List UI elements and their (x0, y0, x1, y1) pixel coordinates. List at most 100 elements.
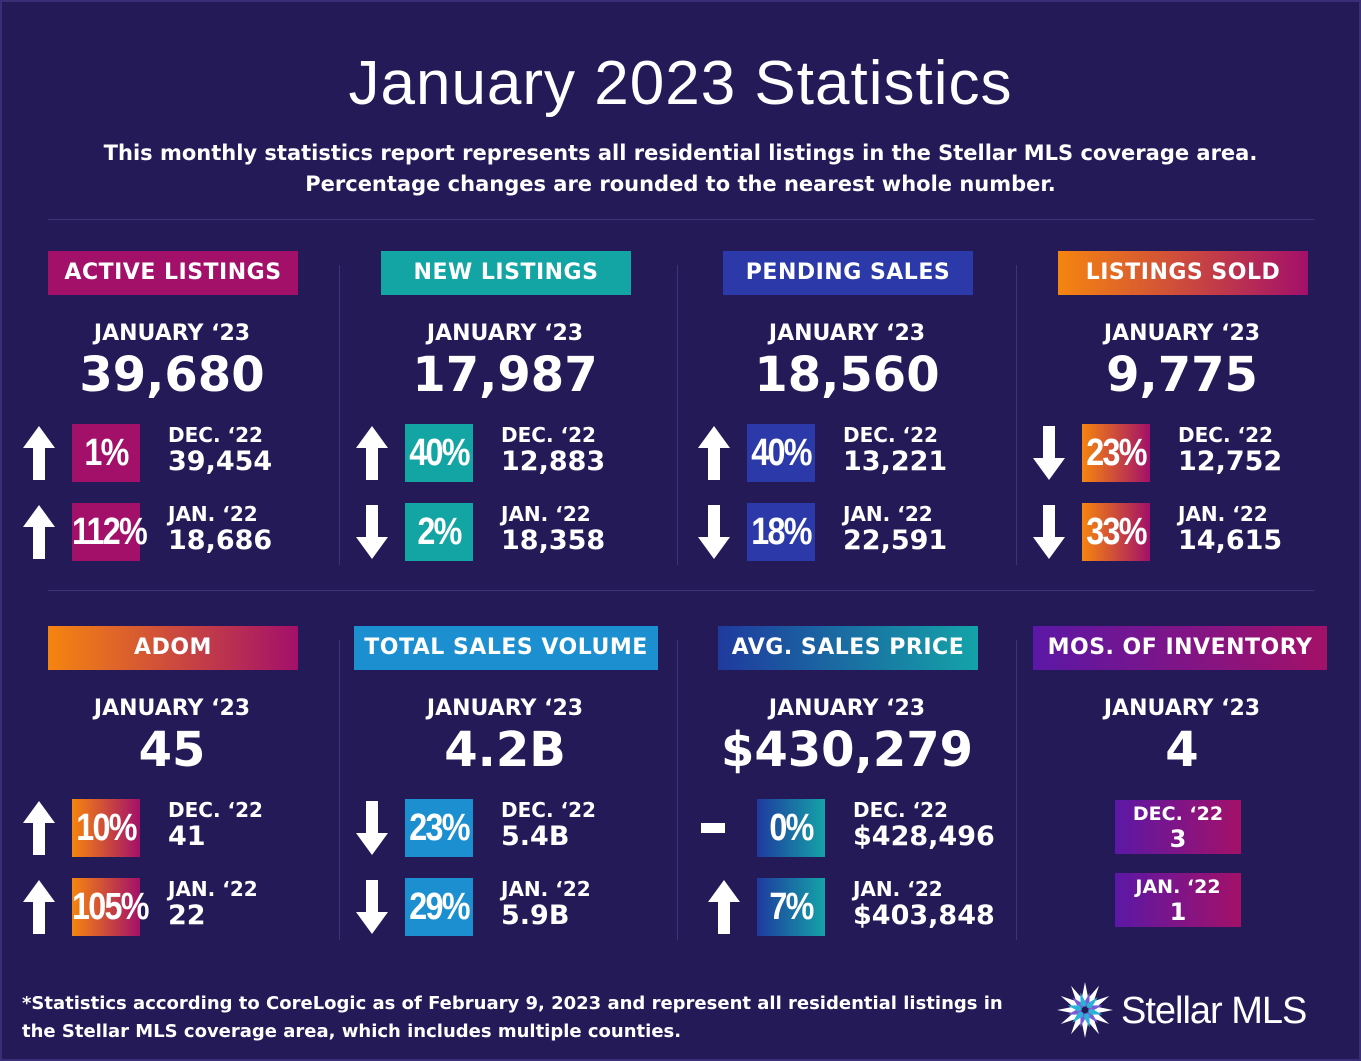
page-subtitle: This monthly statistics report represent… (0, 138, 1361, 200)
change-row: 40% DEC. ‘22 13,221 (687, 424, 1007, 482)
arrow-down-icon (356, 505, 388, 559)
card-label: AVG. SALES PRICE (718, 626, 978, 670)
card-label: NEW LISTINGS (381, 251, 631, 295)
change-row: 23% DEC. ‘22 5.4B (345, 799, 665, 857)
card-new-listings: NEW LISTINGS JANUARY ‘23 17,987 40% DEC.… (345, 251, 665, 591)
card-value: 9,775 (1106, 347, 1258, 403)
inventory-comparison: DEC. ‘22 3 (1115, 800, 1241, 854)
card-value: 17,987 (412, 347, 598, 403)
comparison-label: DEC. ‘22 (168, 798, 263, 822)
arrow-up-icon (23, 801, 55, 855)
arrow-down-icon (356, 801, 388, 855)
card-listings-sold: LISTINGS SOLD JANUARY ‘23 9,775 23% DEC.… (1022, 251, 1342, 591)
divider (48, 219, 1314, 220)
comparison-label: DEC. ‘22 (1178, 423, 1273, 447)
comparison: DEC. ‘22 12,883 (501, 424, 605, 478)
arrow-down-icon (356, 880, 388, 934)
starburst-icon (1057, 982, 1113, 1038)
comparison-value: 12,883 (501, 446, 606, 477)
stellar-mls-logo: Stellar MLS (1055, 978, 1315, 1042)
arrow-down-icon (698, 505, 730, 559)
comparison-label: DEC. ‘22 (501, 423, 596, 447)
arrow-up-icon (23, 880, 55, 934)
change-row: 33% JAN. ‘22 14,615 (1022, 503, 1342, 561)
card-period: JANUARY ‘23 (768, 321, 926, 346)
comparison-label: JAN. ‘22 (501, 502, 591, 526)
card-value: 39,680 (79, 347, 265, 403)
card-period: JANUARY ‘23 (426, 321, 584, 346)
comparison: JAN. ‘22 14,615 (1178, 503, 1282, 557)
comparison: JAN. ‘22 18,686 (168, 503, 272, 557)
card-label: ADOM (48, 626, 298, 670)
comparison: DEC. ‘22 13,221 (843, 424, 947, 478)
card-value: 18,560 (754, 347, 940, 403)
comparison-value: 22,591 (843, 525, 948, 556)
percent-change: 112% (72, 503, 148, 561)
subtitle-line-2: Percentage changes are rounded to the ne… (305, 172, 1056, 196)
arrow-up-icon (23, 426, 55, 480)
inventory-comparison: JAN. ‘22 1 (1115, 873, 1241, 927)
comparison-label: DEC. ‘22 (168, 423, 263, 447)
change-row: 10% DEC. ‘22 41 (12, 799, 332, 857)
divider (677, 640, 678, 940)
logo-text: Stellar MLS (1121, 990, 1307, 1032)
comparison: DEC. ‘22 $428,496 (853, 799, 995, 853)
arrow-up-icon (356, 426, 388, 480)
comparison-value: 3 (1169, 825, 1187, 853)
comparison-value: 1 (1169, 898, 1187, 926)
change-row: 0% DEC. ‘22 $428,496 (687, 799, 1007, 857)
comparison-value: 5.4B (501, 821, 570, 852)
comparison: DEC. ‘22 5.4B (501, 799, 596, 853)
comparison-value: 14,615 (1178, 525, 1283, 556)
card-pending-sales: PENDING SALES JANUARY ‘23 18,560 40% DEC… (687, 251, 1007, 591)
comparison-label: JAN. ‘22 (843, 502, 933, 526)
card-period: JANUARY ‘23 (93, 696, 251, 721)
page-title: January 2023 Statistics (348, 49, 1013, 118)
divider (677, 265, 678, 565)
divider (339, 640, 340, 940)
percent-change: 29% (405, 878, 473, 936)
divider (1016, 265, 1017, 565)
card-label: PENDING SALES (723, 251, 973, 295)
card-adom: ADOM JANUARY ‘23 45 10% DEC. ‘22 41 105% … (12, 626, 332, 966)
change-row: 29% JAN. ‘22 5.9B (345, 878, 665, 936)
change-row: 1% DEC. ‘22 39,454 (12, 424, 332, 482)
divider (339, 265, 340, 565)
footnote-line-1: *Statistics according to CoreLogic as of… (22, 993, 1003, 1014)
comparison-label: JAN. ‘22 (501, 877, 591, 901)
comparison: JAN. ‘22 18,358 (501, 503, 605, 557)
comparison: JAN. ‘22 5.9B (501, 878, 591, 932)
card-period: JANUARY ‘23 (93, 321, 251, 346)
comparison-label: DEC. ‘22 (853, 798, 948, 822)
card-label: ACTIVE LISTINGS (48, 251, 298, 295)
change-row: 7% JAN. ‘22 $403,848 (687, 878, 1007, 936)
card-period: JANUARY ‘23 (426, 696, 584, 721)
card-months-of-inventory: MOS. OF INVENTORY JANUARY ‘23 4 DEC. ‘22… (1022, 626, 1342, 966)
arrow-down-icon (1033, 505, 1065, 559)
comparison-value: 22 (168, 900, 206, 931)
percent-change: 2% (405, 503, 473, 561)
comparison-label: JAN. ‘22 (1178, 502, 1268, 526)
comparison-value: 5.9B (501, 900, 570, 931)
card-label: TOTAL SALES VOLUME (354, 626, 658, 670)
percent-change: 40% (405, 424, 473, 482)
card-label: MOS. OF INVENTORY (1033, 626, 1327, 670)
comparison-value: 13,221 (843, 446, 948, 477)
comparison-label: JAN. ‘22 (853, 877, 943, 901)
percent-change: 18% (747, 503, 815, 561)
percent-change: 23% (1082, 424, 1150, 482)
percent-change: 23% (405, 799, 473, 857)
change-row: 2% JAN. ‘22 18,358 (345, 503, 665, 561)
arrow-up-icon (23, 505, 55, 559)
arrow-up-icon (698, 426, 730, 480)
card-label: LISTINGS SOLD (1058, 251, 1308, 295)
change-row: 23% DEC. ‘22 12,752 (1022, 424, 1342, 482)
comparison-value: $428,496 (853, 821, 995, 852)
percent-change: 0% (757, 799, 825, 857)
card-value: 4 (1165, 722, 1199, 778)
card-avg-sales-price: AVG. SALES PRICE JANUARY ‘23 $430,279 0%… (687, 626, 1007, 966)
change-row: 105% JAN. ‘22 22 (12, 878, 332, 936)
percent-change: 10% (72, 799, 140, 857)
comparison: DEC. ‘22 41 (168, 799, 263, 853)
comparison: DEC. ‘22 39,454 (168, 424, 272, 478)
